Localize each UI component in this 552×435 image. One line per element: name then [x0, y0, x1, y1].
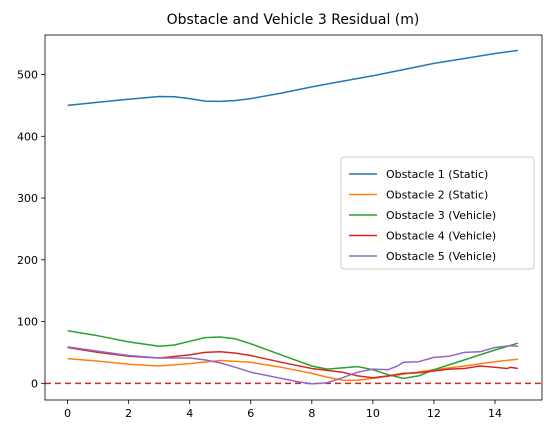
- y-tick-label: 100: [17, 316, 38, 329]
- x-tick-label: 14: [488, 407, 502, 420]
- y-tick-label: 0: [31, 377, 38, 390]
- legend-label: Obstacle 1 (Static): [386, 168, 488, 181]
- x-tick-label: 10: [366, 407, 380, 420]
- x-tick-label: 12: [427, 407, 441, 420]
- legend-label: Obstacle 5 (Vehicle): [386, 250, 496, 263]
- x-tick-label: 4: [186, 407, 193, 420]
- plot-area: [44, 34, 543, 401]
- y-tick-label: 500: [17, 69, 38, 82]
- x-tick-label: 2: [125, 407, 132, 420]
- x-tick-label: 6: [247, 407, 254, 420]
- legend: Obstacle 1 (Static) Obstacle 2 (Static) Ob…: [340, 156, 535, 270]
- x-axis: 0 2 4 6 8 10 12 14: [64, 400, 502, 420]
- y-tick-label: 400: [17, 130, 38, 143]
- y-axis: 0 100 200 300 400 500: [17, 69, 45, 390]
- legend-box: [340, 156, 535, 270]
- legend-label: Obstacle 2 (Static): [386, 189, 488, 202]
- series-line-2: [67, 357, 518, 381]
- plot-frame: [44, 34, 543, 401]
- x-tick-label: 8: [308, 407, 315, 420]
- series-line-3: [67, 330, 519, 380]
- y-tick-label: 200: [17, 254, 38, 267]
- series-line-5: [67, 344, 518, 385]
- x-tick-label: 0: [64, 407, 71, 420]
- series-line-4: [67, 346, 519, 379]
- legend-label: Obstacle 4 (Vehicle): [386, 230, 496, 243]
- legend-label: Obstacle 3 (Vehicle): [386, 209, 496, 222]
- chart-title: Obstacle and Vehicle 3 Residual (m): [167, 12, 420, 28]
- series-line-1: [67, 49, 519, 107]
- y-tick-label: 300: [17, 192, 38, 205]
